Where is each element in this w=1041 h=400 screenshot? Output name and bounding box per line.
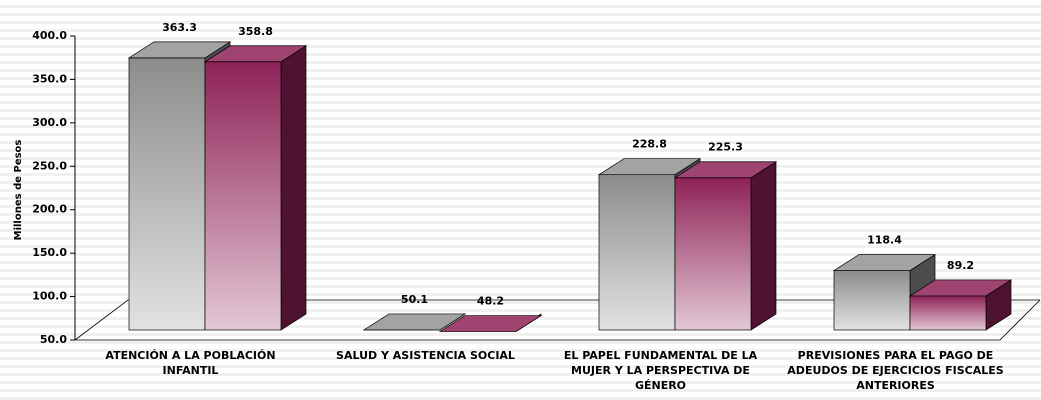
bar-front <box>598 174 676 331</box>
bar <box>362 313 467 331</box>
x-tick-label: EL PAPEL FUNDAMENTAL DE LA MUJER Y LA PE… <box>563 349 758 392</box>
value-label: 228.8 <box>632 138 667 151</box>
bar-top <box>438 315 543 332</box>
y-tick-label: 250.0 <box>32 159 67 172</box>
bar-top <box>127 41 232 59</box>
value-label: 225.3 <box>708 141 743 154</box>
value-label: 50.1 <box>401 293 428 306</box>
y-tick-label: 50.0 <box>40 333 67 346</box>
bar-side <box>750 161 777 331</box>
bar-front <box>833 270 911 331</box>
bar-top <box>832 254 937 271</box>
bar-top <box>203 45 308 63</box>
bar-front <box>128 57 206 331</box>
y-tick-label: 350.0 <box>32 72 67 85</box>
value-label: 363.3 <box>162 21 197 34</box>
y-tick-label: 200.0 <box>32 203 67 216</box>
bar <box>832 253 937 331</box>
y-tick-label: 300.0 <box>32 116 67 129</box>
value-label: 118.4 <box>867 234 902 247</box>
y-tick-label: 150.0 <box>32 246 67 259</box>
bar-top <box>597 158 702 176</box>
x-tick-label: ATENCIÓN A LA POBLACIÓN INFANTIL <box>105 349 276 377</box>
bar-top <box>673 161 778 179</box>
bar <box>438 313 543 333</box>
bar <box>203 45 308 331</box>
value-label: 48.2 <box>477 295 504 308</box>
x-tick-label: PREVISIONES PARA EL PAGO DE ADEUDOS DE E… <box>787 349 1004 392</box>
bar-top <box>362 313 467 331</box>
bar <box>673 161 778 331</box>
y-axis-label: Millones de Pesos <box>13 140 24 241</box>
y-tick-label: 400.0 <box>32 29 67 42</box>
bar <box>908 279 1013 331</box>
x-tick-label: SALUD Y ASISTENCIA SOCIAL <box>336 349 515 362</box>
bar-front <box>909 295 987 331</box>
value-label: 89.2 <box>947 259 974 272</box>
bar-front <box>674 177 752 331</box>
bar-top <box>908 279 1013 297</box>
value-label: 358.8 <box>238 25 273 38</box>
y-tick-label: 100.0 <box>32 290 67 303</box>
bar-side <box>280 45 307 331</box>
bar-front <box>204 61 282 331</box>
